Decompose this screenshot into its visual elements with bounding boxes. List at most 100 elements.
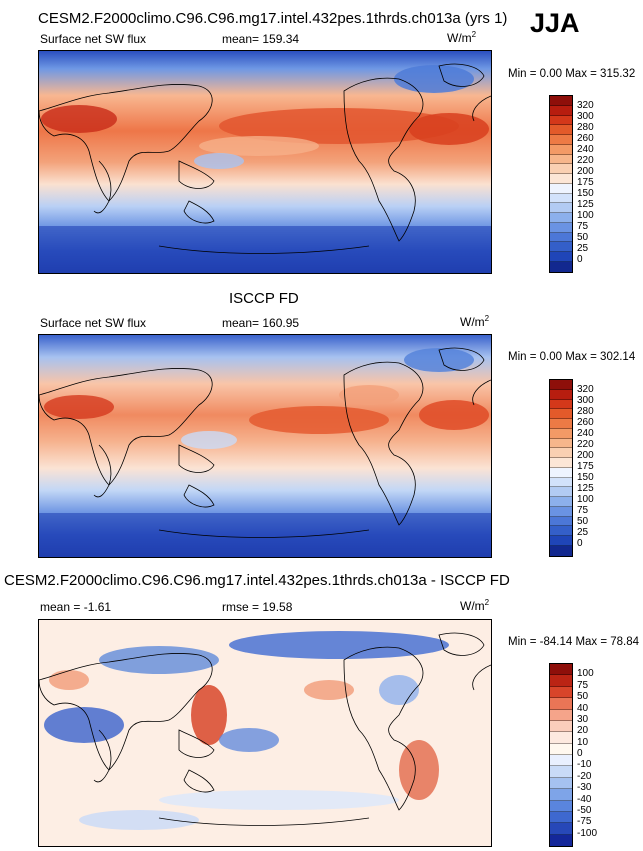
colorbar-tick-label: 25 [577, 243, 589, 254]
colorbar-swatch [550, 193, 572, 204]
colorbar-swatch [550, 164, 572, 175]
panel1-mean-label: mean= 159.34 [222, 32, 300, 46]
panel3-coastlines [39, 632, 491, 826]
panel3-rmse-label: rmse = 19.58 [222, 600, 293, 614]
colorbar-swatch [550, 777, 572, 790]
colorbar-swatch [550, 477, 572, 488]
panel2-unit: W/m2 [460, 314, 490, 329]
panel3-colorbar [549, 663, 573, 847]
colorbar-tick-label: 220 [577, 155, 594, 166]
colorbar-swatch [550, 467, 572, 478]
colorbar-swatch [550, 664, 572, 676]
colorbar-tick-label: -30 [577, 782, 592, 794]
colorbar-swatch [550, 399, 572, 410]
colorbar-tick-label: -75 [577, 816, 592, 828]
colorbar-tick-label: 280 [577, 122, 594, 133]
colorbar-swatch [550, 115, 572, 126]
colorbar-tick-label: 75 [577, 679, 589, 691]
colorbar-swatch [550, 242, 572, 253]
colorbar-tick-label: 260 [577, 133, 594, 144]
colorbar-tick-label: 220 [577, 439, 594, 450]
colorbar-swatch [550, 755, 572, 767]
colorbar-tick-label: -10 [577, 759, 592, 771]
colorbar-swatch [550, 174, 572, 184]
colorbar-tick-label: -40 [577, 793, 592, 805]
colorbar-tick-label: 0 [577, 254, 583, 265]
colorbar-tick-label: 240 [577, 428, 594, 439]
colorbar-tick-label: -50 [577, 804, 592, 816]
panel3-unit: W/m2 [460, 598, 490, 613]
colorbar-tick-label: 100 [577, 210, 594, 221]
colorbar-tick-label: 100 [577, 494, 594, 505]
panel1-map-field [39, 51, 491, 273]
colorbar-tick-label: 300 [577, 395, 594, 406]
colorbar-swatch [550, 203, 572, 214]
colorbar-swatch [550, 497, 572, 507]
colorbar-swatch [550, 183, 572, 194]
colorbar-swatch [550, 213, 572, 223]
colorbar-swatch [550, 458, 572, 468]
panel2-coastlines [39, 347, 491, 538]
colorbar-tick-label: 30 [577, 713, 589, 725]
colorbar-swatch [550, 789, 572, 801]
colorbar-swatch [550, 546, 572, 556]
colorbar-swatch [550, 222, 572, 233]
colorbar-tick-label: 320 [577, 100, 594, 111]
colorbar-tick-label: 25 [577, 527, 589, 538]
colorbar-swatch [550, 409, 572, 420]
panel2-variable-label: Surface net SW flux [40, 316, 147, 330]
colorbar-tick-label: 50 [577, 516, 589, 527]
colorbar-tick-label: 125 [577, 199, 594, 210]
colorbar-swatch [550, 675, 572, 687]
colorbar-swatch [550, 800, 572, 812]
colorbar-tick-label: 0 [577, 748, 583, 759]
colorbar-swatch [550, 823, 572, 835]
panel1-variable-label: Surface net SW flux [40, 32, 147, 46]
colorbar-swatch [550, 811, 572, 824]
colorbar-tick-label: 0 [577, 538, 583, 549]
colorbar-swatch [550, 834, 572, 846]
colorbar-swatch [550, 438, 572, 449]
colorbar-swatch [550, 720, 572, 733]
colorbar-tick-label: 280 [577, 406, 594, 417]
colorbar-swatch [550, 232, 572, 243]
panel1-map [38, 50, 492, 274]
colorbar-tick-label: -20 [577, 770, 592, 782]
colorbar-swatch [550, 135, 572, 145]
panel1-coastlines [39, 63, 491, 254]
colorbar-swatch [550, 428, 572, 439]
colorbar-tick-label: 75 [577, 505, 589, 516]
panel3-title: CESM2.F2000climo.C96.C96.mg17.intel.432p… [4, 572, 510, 589]
colorbar-swatch [550, 252, 572, 263]
colorbar-tick-label: 75 [577, 221, 589, 232]
colorbar-swatch [550, 154, 572, 165]
colorbar-swatch [550, 766, 572, 778]
panel2-mean-label: mean= 160.95 [222, 316, 300, 330]
panel3-mean-label: mean = -1.61 [40, 600, 112, 614]
colorbar-tick-label: 10 [577, 736, 589, 748]
colorbar-tick-label: 40 [577, 702, 589, 714]
panel1-minmax: Min = 0.00 Max = 315.32 [508, 68, 636, 80]
colorbar-tick-label: 240 [577, 144, 594, 155]
colorbar-swatch [550, 516, 572, 527]
panel3-map-field [39, 620, 491, 846]
panel1-title: CESM2.F2000climo.C96.C96.mg17.intel.432p… [38, 10, 508, 27]
colorbar-tick-label: 50 [577, 691, 589, 703]
colorbar-swatch [550, 732, 572, 744]
panel2-minmax: Min = 0.00 Max = 302.14 [508, 351, 636, 363]
colorbar-swatch [550, 526, 572, 537]
colorbar-tick-label: 175 [577, 461, 594, 472]
colorbar-tick-label: 200 [577, 450, 594, 461]
panel1-colorbar [549, 95, 573, 273]
colorbar-tick-label: 150 [577, 188, 594, 199]
colorbar-swatch [550, 144, 572, 155]
colorbar-tick-label: 320 [577, 384, 594, 395]
colorbar-swatch [550, 536, 572, 547]
colorbar-swatch [550, 380, 572, 390]
colorbar-tick-label: 20 [577, 725, 589, 737]
colorbar-tick-label: 260 [577, 417, 594, 428]
colorbar-tick-label: -100 [577, 827, 598, 839]
panel2-map-field [39, 335, 491, 557]
colorbar-swatch [550, 743, 572, 755]
colorbar-swatch [550, 419, 572, 429]
